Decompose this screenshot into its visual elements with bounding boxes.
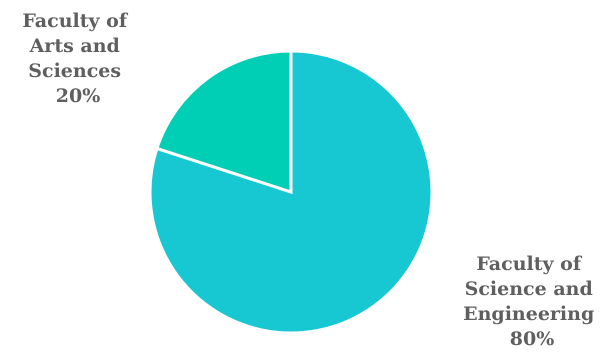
slice-label-science-engineering: Faculty of Science and Engineering 80% bbox=[463, 253, 601, 350]
slice-label-science-engineering-line-1: Faculty of bbox=[476, 253, 582, 275]
slice-label-arts-sciences: Faculty of Arts and Sciences 20% bbox=[22, 10, 133, 107]
slice-label-arts-sciences-line-3: Sciences bbox=[28, 60, 121, 82]
slice-label-arts-sciences-line-1: Faculty of bbox=[22, 10, 128, 32]
slice-label-science-engineering-line-2: Science and bbox=[465, 278, 593, 300]
pie-slices bbox=[148, 49, 434, 335]
slice-label-arts-sciences-line-2: Arts and bbox=[29, 35, 120, 57]
slice-value-science-engineering: 80% bbox=[510, 328, 555, 350]
slice-value-arts-sciences: 20% bbox=[56, 85, 101, 107]
pie-slice-faculty-of-arts-and-sciences bbox=[155, 49, 293, 195]
slice-label-science-engineering-line-3: Engineering bbox=[463, 303, 594, 325]
